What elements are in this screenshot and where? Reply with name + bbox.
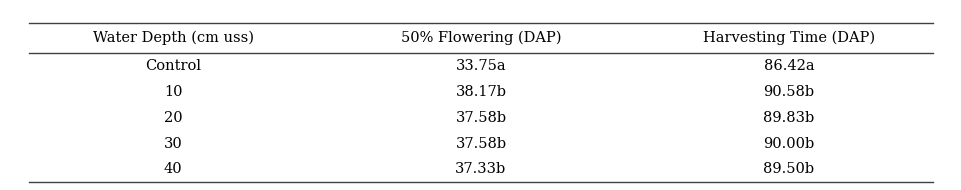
Text: Harvesting Time (DAP): Harvesting Time (DAP) — [702, 31, 874, 45]
Text: 38.17b: 38.17b — [455, 85, 506, 99]
Text: Control: Control — [145, 59, 201, 73]
Text: 20: 20 — [163, 111, 183, 125]
Text: 33.75a: 33.75a — [456, 59, 505, 73]
Text: 90.00b: 90.00b — [762, 137, 814, 151]
Text: 30: 30 — [163, 137, 183, 151]
Text: 89.83b: 89.83b — [762, 111, 814, 125]
Text: 10: 10 — [163, 85, 183, 99]
Text: 50% Flowering (DAP): 50% Flowering (DAP) — [401, 31, 560, 45]
Text: 90.58b: 90.58b — [762, 85, 814, 99]
Text: 86.42a: 86.42a — [763, 59, 813, 73]
Text: 40: 40 — [163, 162, 183, 177]
Text: 37.58b: 37.58b — [455, 111, 506, 125]
Text: 89.50b: 89.50b — [762, 162, 814, 177]
Text: Water Depth (cm uss): Water Depth (cm uss) — [92, 31, 254, 45]
Text: 37.33b: 37.33b — [455, 162, 506, 177]
Text: 37.58b: 37.58b — [455, 137, 506, 151]
